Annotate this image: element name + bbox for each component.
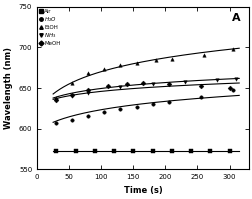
X-axis label: Time (s): Time (s) bbox=[123, 186, 162, 195]
Y-axis label: Wavelength (nm): Wavelength (nm) bbox=[4, 47, 13, 129]
Text: A: A bbox=[231, 13, 239, 23]
Legend: Air, $H_2O$, EtOH, $NH_3$, MeOH: Air, $H_2O$, EtOH, $NH_3$, MeOH bbox=[39, 8, 61, 47]
